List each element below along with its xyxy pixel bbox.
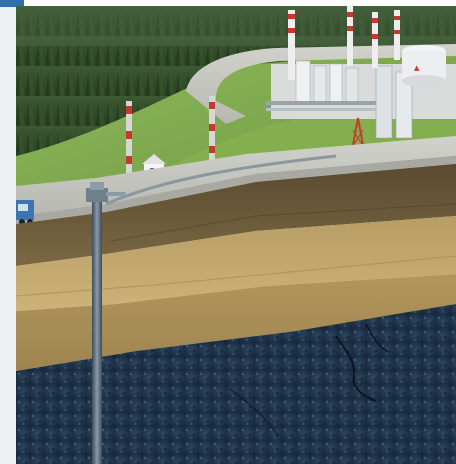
soil-layers	[16, 164, 456, 371]
corner-accent-tab	[0, 0, 24, 7]
well-pipe	[86, 182, 126, 464]
access-road	[186, 44, 456, 124]
scene-svg: ▲	[16, 6, 456, 464]
oil-field-illustration: ▲	[16, 6, 456, 464]
reservoir-rock	[16, 304, 456, 464]
processing-plant: ▲	[266, 6, 456, 157]
power-towers	[126, 96, 215, 206]
left-margin-strip	[0, 0, 16, 464]
svg-text:▲: ▲	[414, 64, 420, 72]
